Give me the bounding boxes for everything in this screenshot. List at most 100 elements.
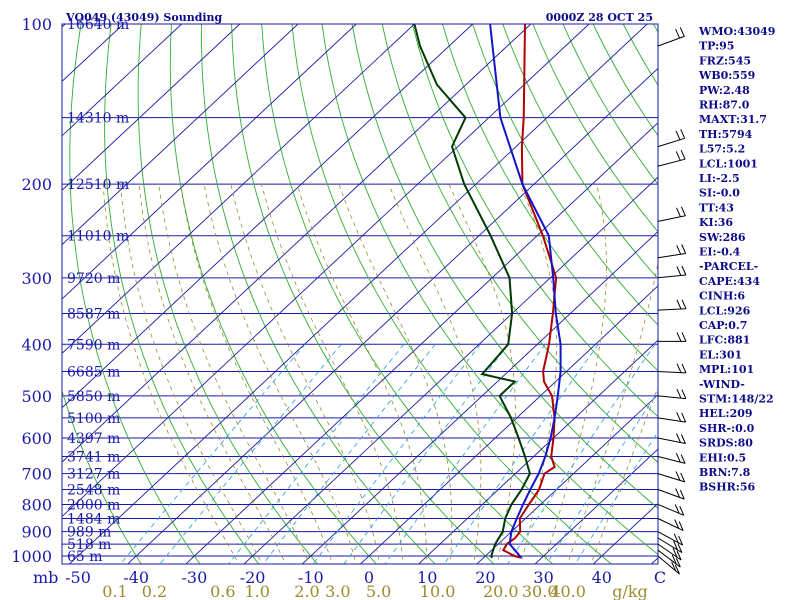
stability-index: KI:36 (699, 216, 733, 229)
height-label: 6685 m (67, 365, 120, 381)
wind-barb (658, 332, 687, 342)
wind-barb (657, 433, 686, 444)
sounding-time: 0000Z 28 OCT 25 (546, 11, 653, 24)
temperature-tick-label: -20 (240, 568, 266, 587)
dry-adiabat (774, 24, 800, 567)
pressure-label: 300 (21, 269, 52, 288)
moist-adiabat (296, 183, 428, 564)
mixing-ratio-label: 30.0 (522, 582, 558, 600)
mixing-ratio-line (262, 344, 436, 564)
isotherm-line (62, 24, 590, 518)
pressure-label: 600 (21, 429, 52, 448)
wind-barb (657, 503, 685, 516)
stability-index: LI:-2.5 (699, 172, 740, 185)
temperature-tick-label: -40 (123, 568, 149, 587)
stability-index: MAXT:31.7 (699, 113, 767, 126)
mixing-ratio-line (119, 344, 306, 564)
pressure-unit-label: mb (33, 568, 58, 587)
mixing-ratio-label: 5.0 (366, 582, 391, 600)
height-label: 4397 m (67, 431, 120, 447)
mixing-ratio-line (546, 390, 658, 564)
stability-index: EI:-0.4 (699, 246, 741, 259)
mixing-ratio-label: 3.0 (325, 582, 350, 600)
wind-barb (657, 206, 686, 222)
stability-index: CINH:6 (699, 290, 745, 303)
temperature-tick-label: 10 (417, 568, 437, 587)
dry-adiabat (592, 24, 658, 137)
isotherm-line (185, 122, 658, 564)
height-label: 5100 m (67, 411, 120, 427)
height-label: 11010 m (67, 229, 129, 245)
temperature-tick-label: 40 (592, 568, 612, 587)
moist-adiabat (338, 183, 453, 564)
isotherm-line (0, 24, 7, 567)
wind-barb (657, 543, 682, 561)
height-label: 14310 m (67, 111, 129, 127)
mixing-ratio-label: 10.0 (420, 582, 456, 600)
temperature-tick-label: -50 (65, 568, 91, 587)
stability-index: EL:301 (699, 348, 742, 361)
height-label: 65 m (67, 549, 103, 565)
isotherm-line (534, 448, 658, 564)
stability-index: TT:43 (699, 201, 734, 214)
wind-barb (657, 531, 684, 546)
temperature-tick-label: C (654, 568, 666, 587)
mixing-ratio-label: 1.0 (244, 582, 269, 600)
stability-index: STM:148/22 (699, 393, 774, 406)
wind-barb (657, 363, 687, 374)
moist-adiabat (590, 385, 658, 564)
pressure-label: 200 (21, 175, 52, 194)
wind-barb (657, 27, 685, 47)
wind-barb (657, 244, 687, 259)
stability-index: EHI:0.5 (699, 451, 746, 464)
pressure-label: 100 (21, 15, 52, 34)
mixing-ratio-line (384, 344, 546, 564)
isotherm-line (62, 24, 473, 409)
moist-adiabat (543, 184, 607, 564)
mixing-ratio-labels: 0.1 0.2 0.6 1.0 2.0 3.0 5.0 10.0 20.0 30.040.0 g/k… (102, 582, 648, 600)
stability-index: LCL:926 (699, 304, 751, 317)
height-label: 9720 m (67, 271, 120, 287)
stability-index: TP:95 (699, 40, 734, 53)
moist-adiabat (120, 184, 263, 564)
height-label: 5850 m (67, 389, 120, 405)
stability-index: SHR-:0.0 (699, 422, 755, 435)
stability-index: CAPE:434 (699, 275, 760, 288)
isotherm-line (243, 176, 658, 564)
moist-adiabat (261, 183, 404, 564)
wind-barb (657, 518, 684, 532)
wind-barb (657, 412, 687, 423)
diagram-grid (0, 24, 800, 567)
pressure-label: 400 (21, 335, 52, 354)
mixing-ratio-unit: g/kg (612, 582, 648, 600)
temperature-tick-label: -30 (182, 568, 208, 587)
moist-adiabat (179, 184, 334, 564)
stability-index: L57:5.2 (699, 143, 745, 156)
mixing-ratio-line (343, 344, 509, 564)
isotherm-line (62, 24, 532, 463)
mixing-ratio-label: 0.2 (142, 582, 167, 600)
height-labels: 16640 m 14310 m 12510 m 11010 m 9720 m 8587 m… (67, 17, 129, 565)
pressure-label: 900 (21, 523, 52, 542)
dry-adiabat (411, 24, 658, 418)
stability-index: PW:2.48 (699, 84, 750, 97)
height-label: 3127 m (67, 467, 120, 483)
temperature-tick-label: 0 (364, 568, 374, 587)
stability-index: RH:87.0 (699, 99, 750, 112)
stability-index: WMO:43049 (698, 25, 775, 38)
moist-adiabat (203, 184, 357, 564)
wind-barb (657, 452, 686, 464)
dry-adiabat (137, 24, 319, 564)
dewpoint-curve (413, 24, 531, 559)
wind-barbs (657, 27, 687, 575)
pressure-label: 1000 (11, 547, 52, 566)
height-label: 3741 m (67, 450, 120, 466)
stability-index: SRDS:80 (699, 437, 753, 450)
pressure-label: 700 (21, 465, 52, 484)
dry-adiabat (532, 24, 658, 233)
stability-index: -PARCEL- (699, 260, 758, 273)
height-label: 7590 m (67, 337, 120, 353)
mixing-ratio-label: 40.0 (550, 582, 586, 600)
height-label: 8587 m (67, 306, 120, 322)
